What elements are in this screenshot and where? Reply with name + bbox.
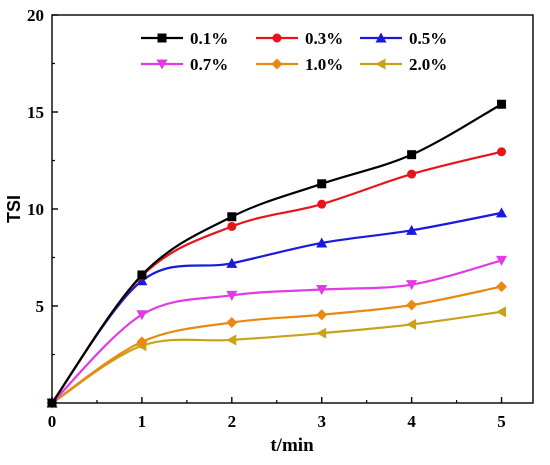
series-1.0% — [46, 281, 508, 409]
axis-layer: 0 1 2 3 4 5 5 10 15 20 — [27, 6, 506, 431]
x-tick-label: 0 — [48, 412, 57, 431]
data-point — [316, 237, 328, 248]
legend-item: 0.1% — [141, 29, 228, 48]
data-point — [316, 309, 328, 321]
series-line — [51, 310, 502, 404]
data-point — [226, 316, 238, 328]
data-point — [406, 299, 418, 311]
data-point — [406, 224, 418, 235]
y-tick-label: 5 — [36, 297, 45, 316]
data-point — [226, 257, 238, 268]
series-line — [51, 259, 502, 404]
legend-item: 0.7% — [141, 55, 228, 74]
series-line — [51, 103, 503, 404]
legend-item: 2.0% — [360, 55, 447, 74]
data-point — [226, 290, 238, 301]
x-tick-label: 2 — [228, 412, 237, 431]
legend-marker — [375, 58, 386, 70]
data-point — [496, 306, 507, 318]
legend-marker — [375, 32, 387, 43]
data-point — [136, 336, 148, 348]
series-layer — [46, 99, 508, 409]
series-line — [51, 285, 502, 404]
data-point — [136, 310, 148, 321]
data-point — [316, 285, 328, 296]
legend-item: 0.5% — [360, 29, 447, 48]
x-tick-label: 1 — [138, 412, 147, 431]
data-point — [406, 318, 417, 330]
legend-item: 1.0% — [256, 55, 343, 74]
data-point — [407, 169, 417, 179]
data-point — [227, 221, 237, 231]
y-axis-title: TSI — [4, 195, 24, 223]
legend-label: 0.7% — [190, 55, 228, 74]
data-point — [496, 207, 508, 218]
x-axis-title: t/min — [270, 435, 314, 456]
data-point — [226, 334, 237, 346]
legend-label: 0.1% — [190, 29, 228, 48]
x-tick-label: 3 — [317, 412, 326, 431]
x-tick-label: 4 — [407, 412, 416, 431]
legend-marker — [156, 59, 168, 70]
data-point — [496, 281, 508, 293]
data-point — [316, 327, 327, 339]
series-0.7% — [46, 255, 508, 409]
plot-frame — [51, 14, 534, 404]
data-point — [497, 147, 507, 157]
legend-marker — [157, 33, 167, 43]
legend-marker — [272, 33, 282, 43]
y-tick-label: 20 — [27, 6, 44, 25]
series-line — [51, 150, 502, 404]
legend-label: 0.3% — [305, 29, 343, 48]
data-point — [227, 212, 237, 222]
data-point — [406, 280, 418, 291]
x-tick-label: 5 — [497, 412, 506, 431]
series-line — [51, 211, 502, 404]
data-point — [317, 199, 327, 209]
data-point — [497, 99, 507, 109]
legend-label: 0.5% — [409, 29, 447, 48]
data-point — [496, 255, 508, 266]
legend: 0.1% 0.3% 0.5% 0.7% 1.0% 2.0% — [141, 29, 447, 74]
data-point — [407, 150, 417, 160]
series-0.3% — [47, 147, 507, 408]
data-point — [137, 270, 147, 280]
legend-label: 1.0% — [305, 55, 343, 74]
y-tick-label: 15 — [27, 103, 44, 122]
y-tick-label: 10 — [27, 200, 44, 219]
legend-label: 2.0% — [409, 55, 447, 74]
legend-marker — [271, 58, 283, 70]
legend-item: 0.3% — [256, 29, 343, 48]
data-point — [317, 179, 327, 189]
